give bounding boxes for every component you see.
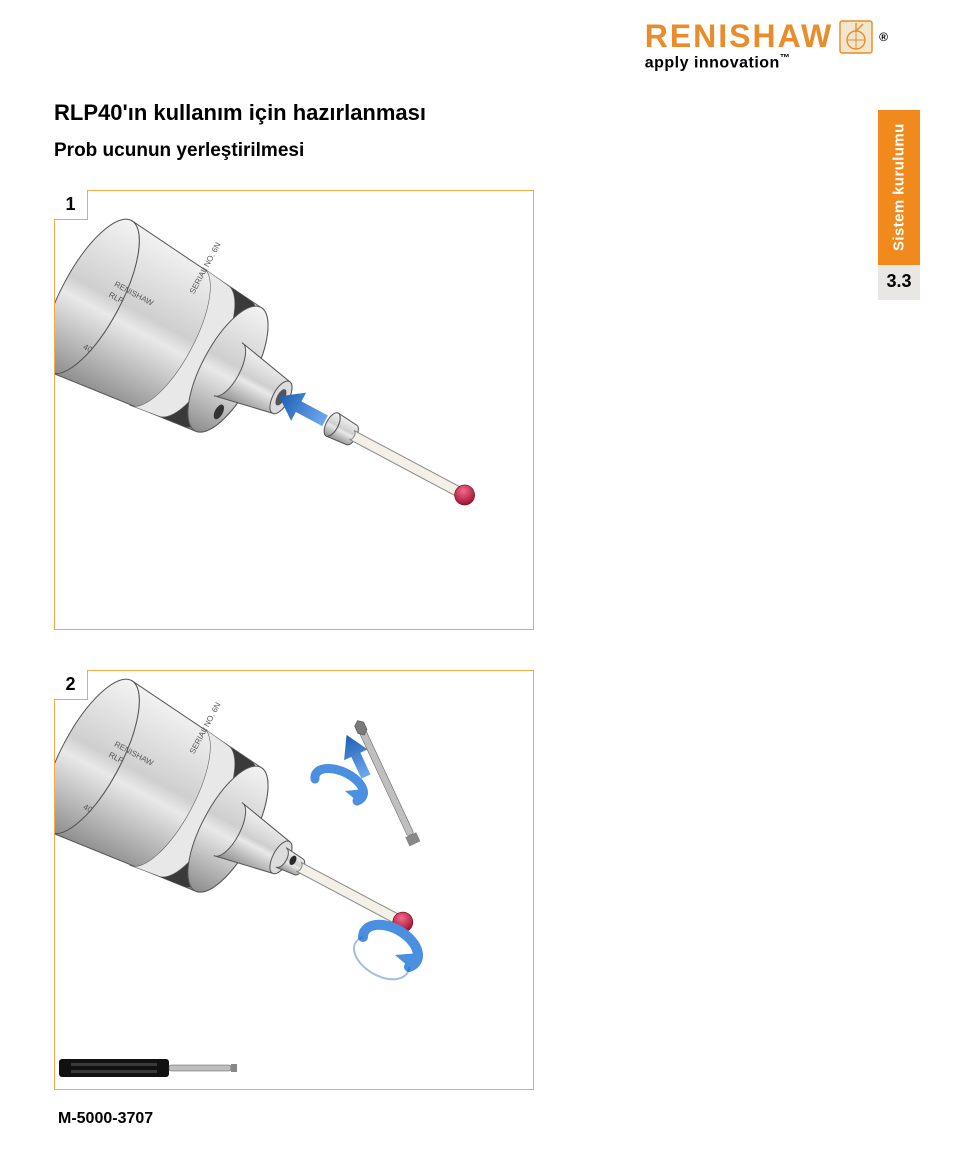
brand-tagline-tm: ™ <box>780 53 791 64</box>
brand-name: RENISHAW <box>645 18 833 55</box>
brand-emblem-icon <box>839 20 873 54</box>
brand-tagline-text: apply innovation <box>645 54 780 71</box>
tool-part-number: M-5000-3707 <box>58 1110 153 1128</box>
figure-1: 1 <box>54 190 534 630</box>
section-side-tab-number: 3.3 <box>878 265 920 300</box>
tool-silhouette <box>59 1059 237 1077</box>
page-subtitle: Prob ucunun yerleştirilmesi <box>54 140 304 162</box>
section-side-tab-label: Sistem kurulumu <box>878 110 920 265</box>
page-title: RLP40'ın kullanım için hazırlanması <box>54 100 426 126</box>
figure-2: 2 SERIAL NO. 6N <box>54 670 534 1090</box>
brand-logo-block: RENISHAW ® apply innovation™ <box>645 18 890 72</box>
brand-tagline: apply innovation™ <box>645 53 890 72</box>
figure-2-illustration: SERIAL NO. 6N RENISHAW RLP 40 <box>55 671 535 1091</box>
brand-regmark: ® <box>879 30 890 44</box>
brand-logo: RENISHAW ® <box>645 18 890 55</box>
section-side-tab: Sistem kurulumu 3.3 <box>878 110 920 300</box>
figure-1-illustration: SERIAL NO. 6N RENISHAW RLP 40 <box>55 191 535 631</box>
